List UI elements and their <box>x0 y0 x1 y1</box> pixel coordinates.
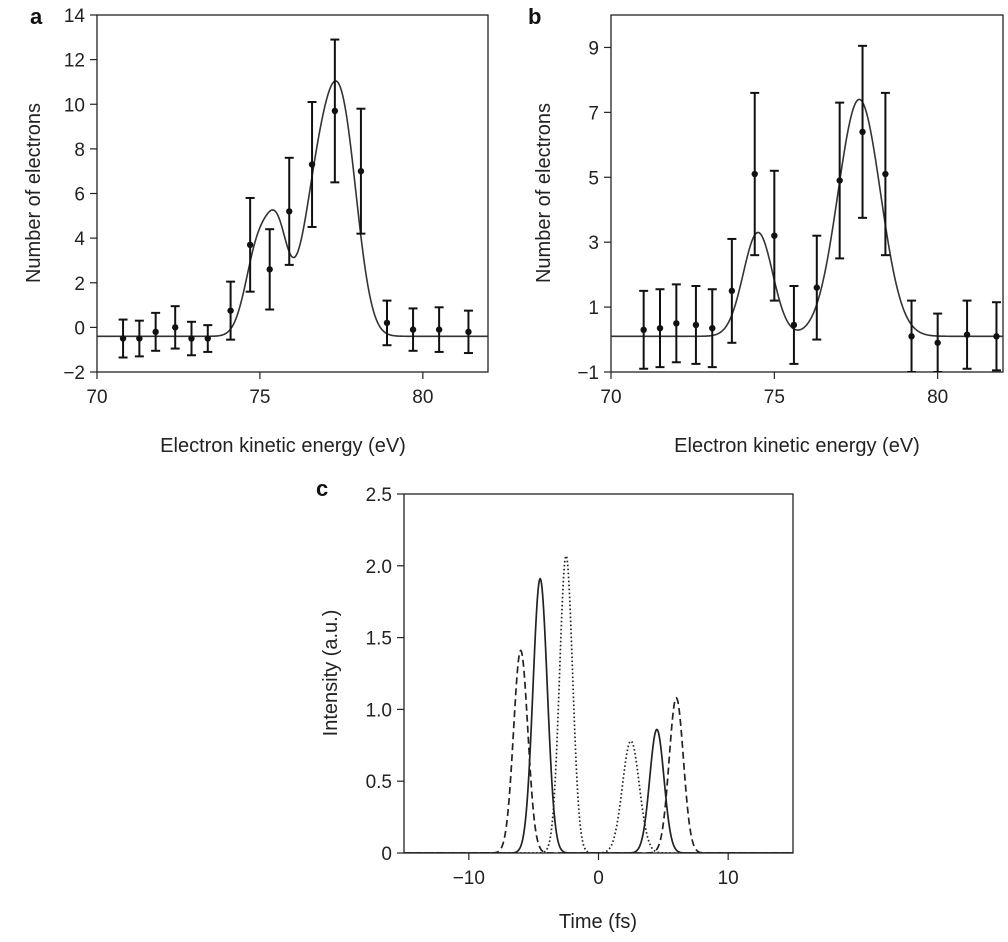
data-point <box>136 335 143 342</box>
data-point <box>188 335 195 342</box>
y-tick-label: 1.5 <box>366 629 392 650</box>
data-point <box>882 170 889 178</box>
panel-a: a −2 0 2 4 6 8 10 12 14 70 75 80 Electron kinetic … <box>23 4 489 457</box>
y-tick-label: 6 <box>74 185 85 206</box>
x-tick-label: 80 <box>927 387 948 408</box>
panel-c: c 0 0.5 1.0 1.5 2.0 2.5 −10 0 10 Time (fs) Inte… <box>316 476 794 933</box>
data-point <box>859 128 866 136</box>
x-tick-label: 75 <box>764 387 785 408</box>
y-tick-label: −2 <box>63 363 85 384</box>
data-point <box>246 241 254 249</box>
panel-c-frame <box>403 493 794 854</box>
x-tick-label: 70 <box>600 387 621 408</box>
y-tick-label: 2.5 <box>366 485 392 506</box>
data-point <box>813 284 820 291</box>
y-tick-label: 12 <box>64 51 85 72</box>
panel-b: b −1 1 3 5 7 9 70 75 80 Electron kinetic energy… <box>528 4 1004 457</box>
panel-c-xlabel: Time (fs) <box>559 911 637 933</box>
data-point <box>331 107 339 115</box>
plot-area <box>611 44 1003 372</box>
series-line-solid <box>404 577 793 853</box>
series-line-dotted <box>404 554 793 853</box>
fit-curve <box>97 80 488 338</box>
y-tick-label: 7 <box>588 103 599 124</box>
y-tick-label: 14 <box>64 6 86 27</box>
data-point <box>227 307 234 314</box>
y-tick-label: 10 <box>64 95 85 116</box>
data-point <box>383 319 391 327</box>
y-tick-label: 1 <box>588 298 599 319</box>
x-tick-label: 70 <box>86 387 107 408</box>
data-point <box>993 333 1000 340</box>
data-point <box>357 167 365 175</box>
data-point <box>963 331 971 338</box>
y-tick-label: 0 <box>381 844 392 865</box>
series-line-dashed <box>404 649 793 853</box>
plot-area <box>404 554 793 853</box>
data-point <box>640 326 647 334</box>
panel-b-letter: b <box>528 4 541 29</box>
x-tick-label: 0 <box>593 868 604 889</box>
y-tick-label: 2.0 <box>366 557 392 578</box>
y-tick-label: 5 <box>588 168 599 189</box>
data-point <box>172 324 179 331</box>
panel-b-xlabel: Electron kinetic energy (eV) <box>674 435 920 457</box>
panel-a-ylabel: Number of electrons <box>23 103 45 283</box>
y-tick-label: 9 <box>588 38 599 59</box>
data-point <box>435 326 443 333</box>
data-point <box>692 321 700 329</box>
y-tick-label: 3 <box>588 233 599 254</box>
y-tick-label: 2 <box>74 274 85 295</box>
panel-c-ylabel: Intensity (a.u.) <box>320 610 342 737</box>
y-tick-label: 8 <box>74 140 85 161</box>
x-tick-label: 75 <box>249 387 270 408</box>
data-point <box>119 335 127 342</box>
x-tick-label: 10 <box>718 868 739 889</box>
y-tick-label: 1.0 <box>366 700 392 721</box>
data-point <box>656 324 664 332</box>
data-point <box>409 326 417 333</box>
data-point <box>152 328 159 336</box>
data-point <box>266 266 273 273</box>
y-tick-label: 4 <box>74 229 85 250</box>
plot-area <box>97 38 488 359</box>
y-tick-label: 0 <box>74 318 85 339</box>
y-tick-label: −1 <box>577 363 599 384</box>
data-point <box>308 161 316 168</box>
y-tick-label: 0.5 <box>366 772 392 793</box>
fit-curve <box>611 98 1003 338</box>
x-tick-label: −10 <box>453 868 485 889</box>
data-point <box>908 333 915 340</box>
data-point <box>836 177 843 184</box>
panel-b-frame <box>610 14 1004 373</box>
panel-a-xlabel: Electron kinetic energy (eV) <box>160 435 406 457</box>
panel-b-ylabel: Number of electrons <box>533 103 555 283</box>
data-point <box>771 232 778 239</box>
data-point <box>204 335 211 342</box>
x-tick-label: 80 <box>412 387 433 408</box>
panel-c-letter: c <box>316 476 328 501</box>
data-point <box>790 321 798 329</box>
data-point <box>673 320 680 327</box>
data-point <box>751 170 758 178</box>
data-point <box>465 328 472 336</box>
panel-a-letter: a <box>30 4 43 29</box>
data-point <box>934 339 941 346</box>
data-point <box>286 208 293 215</box>
data-point <box>709 324 716 332</box>
data-point <box>728 287 736 295</box>
